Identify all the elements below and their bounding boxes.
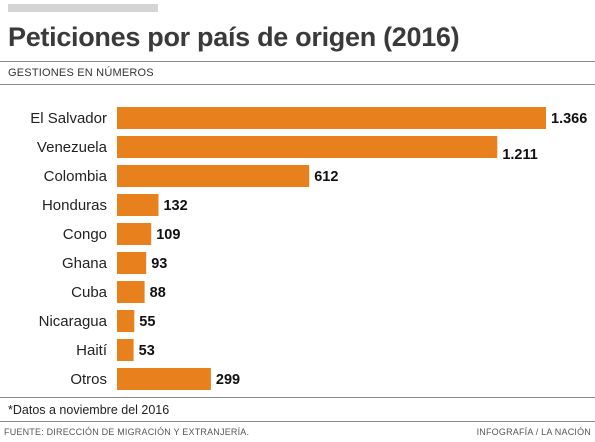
value-label: 612 [314, 169, 338, 185]
bar [117, 223, 152, 245]
value-label: 132 [163, 198, 187, 214]
category-label: Nicaragua [39, 313, 108, 330]
bar [117, 310, 135, 332]
page-title: Peticiones por país de origen (2016) [8, 22, 460, 52]
category-label: Haití [76, 342, 108, 359]
bar-chart: El Salvador 1.366 Venezuela 1.211 Colombia 61… [30, 107, 587, 390]
bar [117, 281, 145, 303]
publisher-credit: INFOGRAFÍA / LA NACIÓN [476, 427, 591, 437]
value-label: 1.366 [551, 111, 587, 127]
footnote-divider [0, 397, 595, 398]
bar [117, 165, 310, 187]
value-label: 88 [150, 285, 166, 301]
value-label: 93 [151, 256, 167, 272]
bar [117, 339, 134, 361]
footer-divider [0, 421, 595, 422]
category-label: Otros [70, 371, 107, 388]
value-label: 53 [139, 343, 155, 359]
category-label: Colombia [44, 168, 108, 185]
header-accent-bar [8, 4, 158, 12]
value-label: 55 [139, 314, 155, 330]
value-label: 1.211 [502, 147, 538, 163]
category-label: Honduras [42, 197, 107, 214]
bar [117, 194, 159, 216]
bar [117, 107, 546, 129]
source-credit: FUENTE: DIRECCIÓN DE MIGRACIÓN Y EXTRANJ… [4, 427, 250, 437]
subtitle-divider [0, 84, 595, 85]
title-divider [0, 61, 595, 62]
category-label: Venezuela [37, 139, 108, 156]
section-subtitle: GESTIONES EN NÚMEROS [8, 67, 154, 79]
bar [117, 368, 211, 390]
bar [117, 136, 498, 158]
value-label: 299 [216, 372, 240, 388]
value-label: 109 [156, 227, 180, 243]
bar [117, 252, 147, 274]
category-label: Ghana [62, 255, 108, 272]
category-label: El Salvador [30, 110, 107, 127]
category-label: Congo [63, 226, 107, 243]
category-label: Cuba [71, 284, 108, 301]
footnote: *Datos a noviembre del 2016 [8, 403, 170, 417]
